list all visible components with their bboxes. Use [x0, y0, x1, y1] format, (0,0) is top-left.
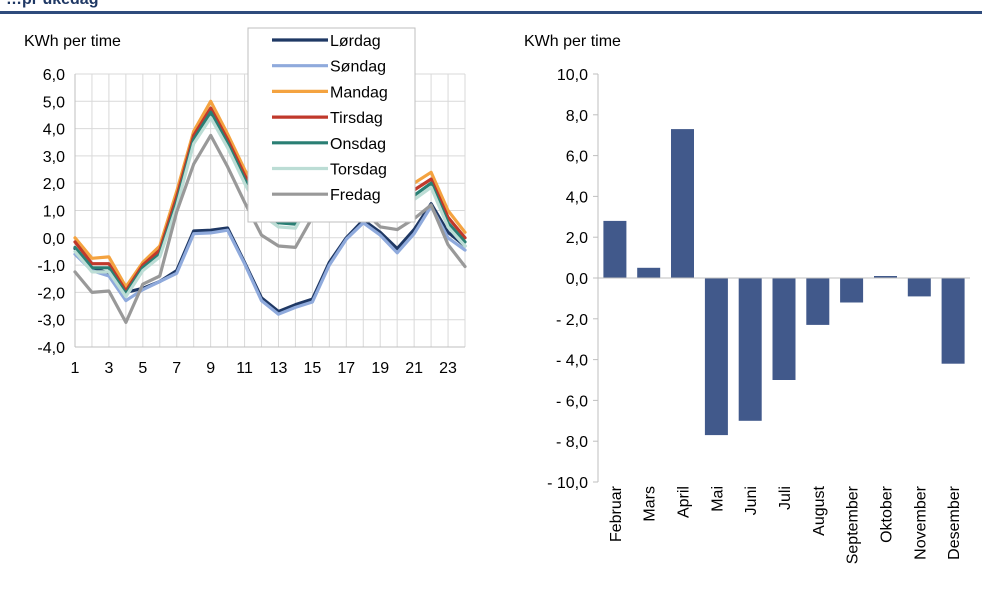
x-tick-label: 5 — [138, 360, 147, 377]
bar-chart: 10,0 8,0 6,0 4,0 2,0 0,0 - 2,0 - 4,0 - 6,0 - 8,0 -… — [524, 33, 970, 564]
x-tick-label: September — [845, 485, 862, 564]
title-bar: …pr ukedag — [0, 0, 982, 12]
x-tick-label: Juli — [777, 486, 794, 510]
x-tick-label: 9 — [206, 360, 215, 377]
bar — [637, 267, 661, 278]
legend-label: Tirsdag — [330, 110, 383, 127]
y-tick-label: - 8,0 — [556, 434, 588, 451]
y-tick-label: 1,0 — [43, 204, 65, 221]
y-tick-label: 3,0 — [43, 149, 65, 166]
bar — [941, 278, 965, 364]
y-tick-label: 0,0 — [43, 231, 65, 248]
y-tick-label: -2,0 — [37, 285, 65, 302]
y-tick-label: - 2,0 — [556, 312, 588, 329]
x-tick-label: 21 — [405, 360, 423, 377]
y-tick-label: 2,0 — [566, 230, 588, 247]
x-tick-label: 23 — [439, 360, 457, 377]
y-tick-label: 6,0 — [43, 67, 65, 84]
x-tick-label: 11 — [236, 360, 253, 377]
y-axis-label: KWh per time — [524, 33, 621, 50]
x-tick-label: 1 — [71, 360, 80, 377]
bar — [671, 129, 694, 278]
y-tick-label: 10,0 — [557, 67, 588, 84]
legend: Lørdag Søndag Mandag Tirsdag Onsdag Torsdag Fr… — [247, 27, 416, 223]
bar — [806, 278, 830, 325]
x-tick-label: Februar — [608, 485, 625, 542]
x-tick-label: 7 — [172, 360, 181, 377]
x-tick-label: August — [811, 485, 828, 535]
x-tick-label: Juni — [743, 486, 760, 515]
x-tick-label: Mai — [709, 486, 726, 512]
bar — [704, 278, 728, 436]
x-tick-label: November — [912, 485, 929, 559]
bar — [840, 278, 864, 303]
y-tick-label: 2,0 — [43, 176, 65, 193]
y-tick-label: 0,0 — [566, 271, 588, 288]
y-tick-label: - 10,0 — [547, 475, 588, 492]
y-tick-label: - 4,0 — [556, 353, 588, 370]
y-tick-label: -1,0 — [37, 258, 65, 275]
y-tick-label: 4,0 — [43, 122, 65, 139]
bar — [907, 278, 931, 297]
legend-label: Søndag — [330, 59, 386, 76]
x-tick-label: 17 — [337, 360, 355, 377]
y-tick-label: 5,0 — [43, 94, 65, 111]
y-tick-label: -4,0 — [37, 340, 65, 357]
line-chart: 6,05,04,03,02,01,00,0-1,0-2,0-3,0-4,01 3 5… — [24, 27, 467, 377]
y-tick-label: -3,0 — [37, 313, 65, 330]
legend-box — [247, 27, 416, 223]
page-title: …pr ukedag — [6, 0, 98, 9]
x-tick-label: 15 — [303, 360, 321, 377]
title-rule — [0, 11, 982, 14]
x-tick-label: 13 — [270, 360, 288, 377]
x-tick-label: 3 — [104, 360, 113, 377]
series-line — [73, 133, 467, 324]
y-tick-label: 6,0 — [566, 149, 588, 166]
y-tick-label: 8,0 — [566, 108, 588, 125]
y-tick-label: 4,0 — [566, 189, 588, 206]
bar — [772, 278, 796, 380]
x-tick-label: 19 — [371, 360, 389, 377]
legend-label: Onsdag — [330, 136, 386, 153]
x-tick-label: Desember — [946, 485, 963, 559]
legend-label: Fredag — [330, 187, 381, 204]
y-axis-label: KWh per time — [24, 33, 121, 50]
legend-label: Torsdag — [330, 162, 387, 179]
bar — [603, 220, 627, 278]
x-tick-label: Mars — [642, 486, 659, 522]
bar — [738, 278, 762, 421]
legend-label: Lørdag — [330, 33, 381, 50]
legend-label: Mandag — [330, 84, 388, 101]
y-tick-label: - 6,0 — [556, 393, 588, 410]
bar — [874, 276, 897, 278]
x-tick-label: Oktober — [879, 485, 896, 543]
x-tick-label: April — [676, 486, 693, 518]
